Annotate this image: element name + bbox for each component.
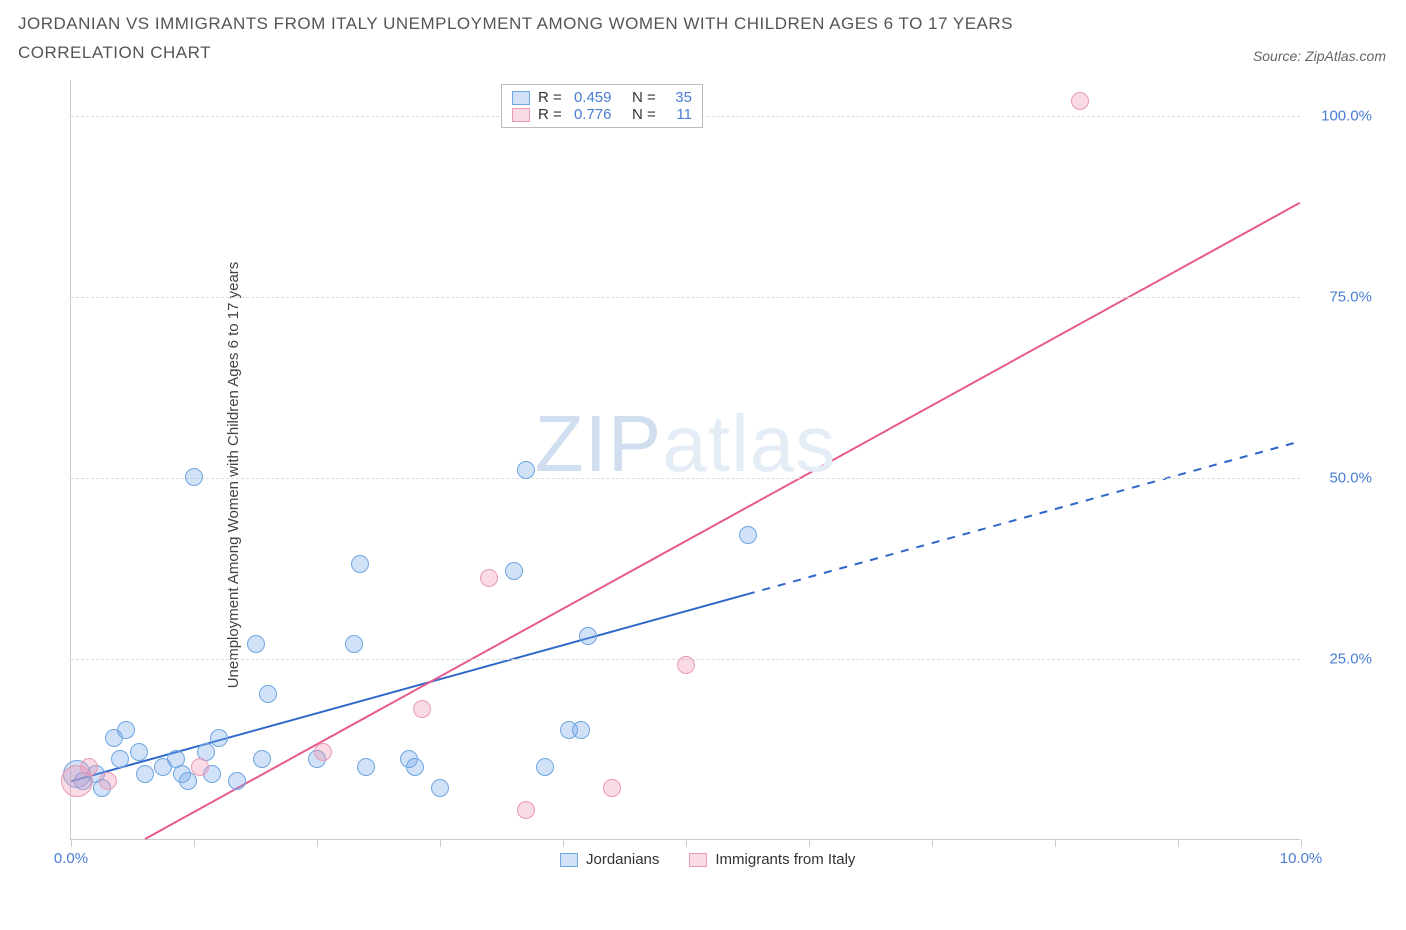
legend-correlations: R = 0.459 N = 35R = 0.776 N = 11: [501, 84, 703, 128]
data-point: [413, 700, 431, 718]
legend-swatch: [512, 108, 530, 122]
gridline: [71, 297, 1300, 298]
x-tick-label: 10.0%: [1280, 850, 1323, 867]
data-point: [247, 635, 265, 653]
data-point: [185, 468, 203, 486]
data-point: [117, 721, 135, 739]
x-tick: [1055, 839, 1056, 847]
data-point: [603, 779, 621, 797]
x-tick: [1178, 839, 1179, 847]
data-point: [111, 750, 129, 768]
legend-n-value: 35: [668, 89, 692, 106]
legend-series-label: Immigrants from Italy: [715, 851, 855, 868]
data-point: [357, 758, 375, 776]
data-point: [431, 779, 449, 797]
x-tick: [686, 839, 687, 847]
x-tick: [809, 839, 810, 847]
trend-lines: [71, 80, 1300, 839]
data-point: [351, 555, 369, 573]
data-point: [228, 772, 246, 790]
data-point: [80, 758, 98, 776]
data-point: [579, 627, 597, 645]
legend-n-label: N =: [619, 106, 659, 123]
data-point: [99, 772, 117, 790]
x-tick-label: 0.0%: [54, 850, 88, 867]
chart-title: JORDANIAN VS IMMIGRANTS FROM ITALY UNEMP…: [18, 10, 1126, 68]
legend-series-label: Jordanians: [586, 851, 659, 868]
data-point: [130, 743, 148, 761]
y-tick-label: 25.0%: [1329, 651, 1372, 668]
legend-correlation-row: R = 0.776 N = 11: [512, 106, 692, 123]
data-point: [480, 569, 498, 587]
data-point: [191, 758, 209, 776]
data-point: [517, 461, 535, 479]
y-tick-label: 75.0%: [1329, 289, 1372, 306]
y-tick-label: 50.0%: [1329, 470, 1372, 487]
data-point: [259, 685, 277, 703]
source-label: Source: ZipAtlas.com: [1253, 48, 1386, 64]
x-tick: [440, 839, 441, 847]
legend-r-value: 0.776: [574, 106, 612, 123]
data-point: [517, 801, 535, 819]
x-tick: [1301, 839, 1302, 847]
data-point: [314, 743, 332, 761]
legend-r-label: R =: [538, 89, 566, 106]
legend-series: Jordanians Immigrants from Italy: [560, 851, 855, 868]
data-point: [677, 656, 695, 674]
data-point: [536, 758, 554, 776]
data-point: [406, 758, 424, 776]
x-tick: [71, 839, 72, 847]
data-point: [739, 526, 757, 544]
y-tick-label: 100.0%: [1321, 108, 1372, 125]
legend-r-value: 0.459: [574, 89, 612, 106]
legend-r-label: R =: [538, 106, 566, 123]
legend-series-item: Jordanians: [560, 851, 659, 868]
data-point: [1071, 92, 1089, 110]
trend-line-dashed: [747, 441, 1300, 594]
data-point: [253, 750, 271, 768]
x-tick: [194, 839, 195, 847]
chart-area: Unemployment Among Women with Children A…: [60, 80, 1380, 870]
data-point: [136, 765, 154, 783]
data-point: [505, 562, 523, 580]
x-tick: [563, 839, 564, 847]
legend-swatch: [512, 91, 530, 105]
plot-region: ZIPatlas R = 0.459 N = 35R = 0.776 N = 1…: [70, 80, 1300, 840]
legend-n-value: 11: [668, 106, 692, 123]
legend-series-item: Immigrants from Italy: [689, 851, 855, 868]
data-point: [345, 635, 363, 653]
gridline: [71, 478, 1300, 479]
legend-n-label: N =: [619, 89, 659, 106]
data-point: [179, 772, 197, 790]
legend-swatch: [560, 853, 578, 867]
data-point: [572, 721, 590, 739]
data-point: [210, 729, 228, 747]
legend-correlation-row: R = 0.459 N = 35: [512, 89, 692, 106]
legend-swatch: [689, 853, 707, 867]
x-tick: [932, 839, 933, 847]
x-tick: [317, 839, 318, 847]
